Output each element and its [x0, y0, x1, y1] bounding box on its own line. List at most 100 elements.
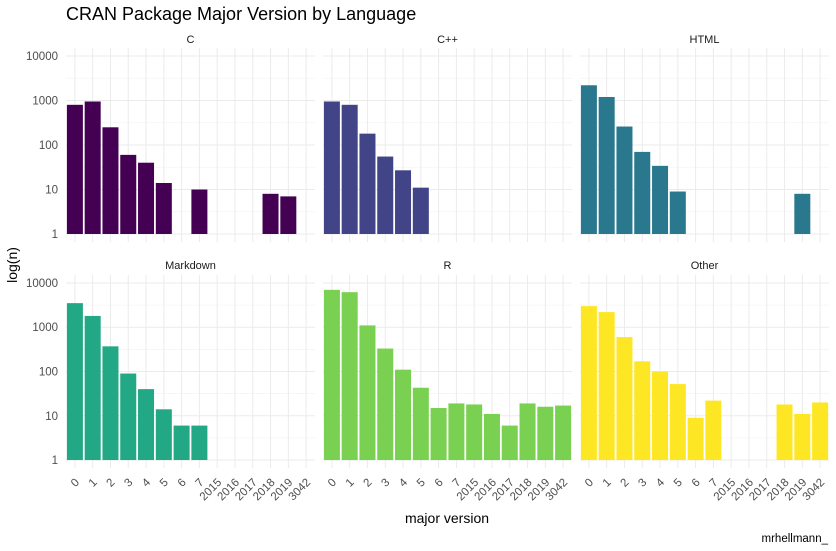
x-tick-label: 2: [619, 477, 632, 490]
x-tick-label: 1: [87, 477, 100, 490]
bar-cplusplus-4: [395, 170, 412, 234]
bar-c-0: [66, 104, 83, 234]
x-tick-label: 5: [158, 477, 171, 490]
x-tick-label: 5: [672, 477, 685, 490]
chart-title: CRAN Package Major Version by Language: [66, 4, 416, 24]
bar-markdown-0: [66, 303, 83, 461]
y-tick-label: 1: [52, 229, 58, 241]
bar-cplusplus-3: [377, 156, 394, 234]
bar-other-4: [652, 371, 669, 461]
y-axis-title: log(n): [4, 247, 20, 283]
bar-r-7: [448, 403, 465, 461]
bar-r-4: [395, 369, 412, 461]
x-tick-label: 6: [690, 477, 703, 490]
facet-strip-label: C: [187, 34, 195, 46]
y-tick-label: 10000: [26, 278, 58, 290]
bar-r-2016: [483, 413, 500, 461]
bar-r-2018: [519, 403, 536, 461]
bar-html-0: [580, 85, 597, 234]
x-tick-label: 1: [601, 477, 614, 490]
bar-cplusplus-0: [323, 101, 340, 234]
y-tick-label: 10: [45, 184, 58, 196]
y-tick-label: 100: [39, 140, 58, 152]
bar-html-3: [634, 151, 651, 234]
bar-r-3: [377, 348, 394, 461]
y-tick-label: 1000: [32, 322, 58, 334]
bar-c-2: [102, 127, 119, 234]
facet-panel-html: HTML: [580, 34, 829, 242]
bar-other-0: [580, 306, 597, 461]
bar-c-4: [138, 162, 155, 234]
y-tick-label: 1000: [32, 96, 58, 108]
bar-other-3: [634, 361, 651, 461]
bar-r-5: [412, 387, 429, 461]
x-tick-label: 2: [105, 477, 118, 490]
bar-markdown-3: [120, 373, 137, 461]
bar-html-4: [652, 165, 669, 234]
x-tick-label: 6: [433, 477, 446, 490]
bar-r-2: [359, 325, 376, 461]
x-tick-label: 0: [326, 477, 339, 490]
x-tick-label: 5: [415, 477, 428, 490]
bar-markdown-2: [102, 346, 119, 461]
bar-other-3042: [812, 402, 829, 461]
facet-strip-label: C++: [437, 34, 458, 46]
bar-other-5: [669, 384, 686, 461]
bar-markdown-6: [173, 425, 190, 461]
bar-c-7: [191, 189, 208, 234]
bar-r-2017: [501, 425, 518, 461]
bar-markdown-5: [155, 409, 172, 461]
bar-other-7: [705, 400, 722, 461]
bar-other-2: [616, 337, 633, 461]
x-axis-title: major version: [405, 510, 489, 526]
bar-r-3042: [555, 405, 572, 461]
facet-strip-label: Other: [691, 260, 719, 272]
bar-html-2: [616, 126, 633, 234]
bar-markdown-7: [191, 425, 208, 461]
x-tick-label: 3: [636, 477, 649, 490]
chart-caption: mrhellmann_: [762, 533, 829, 545]
x-tick-label: 0: [583, 477, 596, 490]
x-tick-label: 3: [379, 477, 392, 490]
bar-other-1: [598, 312, 615, 461]
bar-markdown-4: [138, 389, 155, 461]
x-tick-label: 4: [397, 476, 410, 489]
bar-other-6: [687, 417, 704, 461]
bar-c-3: [120, 154, 137, 234]
bar-cplusplus-1: [341, 104, 358, 234]
x-tick-label: 3: [122, 477, 135, 490]
x-tick-label: 6: [176, 477, 189, 490]
facet-panel-c: C 1 10 100 1000 10000: [26, 34, 315, 242]
bar-cplusplus-2: [359, 133, 376, 234]
bar-r-0: [323, 289, 340, 461]
bar-other-2018: [776, 404, 793, 461]
x-tick-label: 0: [69, 477, 82, 490]
x-tick-label: 2: [362, 477, 375, 490]
y-tick-label: 10: [45, 411, 58, 423]
bar-other-2019: [794, 413, 811, 461]
bar-c-2019: [280, 196, 297, 234]
bar-markdown-1: [84, 315, 101, 461]
bar-html-2019: [794, 193, 811, 234]
facet-strip-label: R: [444, 260, 452, 272]
bar-html-5: [669, 191, 686, 234]
bar-r-1: [341, 292, 358, 461]
x-tick-label: 4: [654, 476, 667, 489]
bar-c-1: [84, 101, 101, 234]
y-tick-label: 10000: [26, 51, 58, 63]
bar-r-6: [430, 407, 447, 461]
x-tick-label: 1: [344, 477, 357, 490]
bar-html-1: [598, 96, 615, 234]
bar-c-2018: [262, 193, 279, 234]
y-tick-label: 1: [52, 455, 58, 467]
bar-r-2015: [466, 404, 483, 461]
facet-strip-label: HTML: [690, 34, 720, 46]
facet-strip-label: Markdown: [165, 260, 216, 272]
bar-cplusplus-5: [412, 187, 429, 234]
bar-r-2019: [537, 406, 554, 461]
